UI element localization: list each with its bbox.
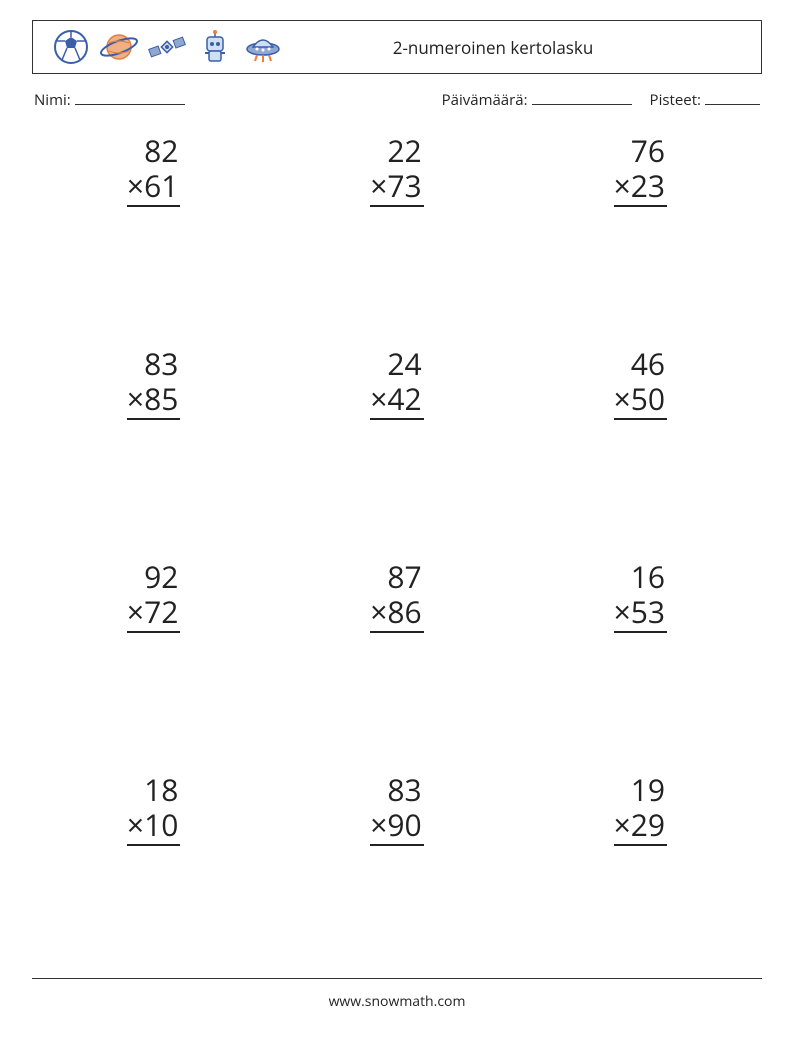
multiplier: 72 — [144, 591, 178, 632]
multiplicand: 24 — [370, 347, 423, 382]
multiplier: 86 — [387, 591, 421, 632]
multiplier-row: ×50 — [614, 382, 667, 421]
problem: 18×10 — [32, 773, 275, 846]
operator: × — [614, 804, 631, 845]
name-field: Nimi: — [34, 90, 185, 110]
multiplicand: 83 — [127, 347, 180, 382]
operator: × — [370, 165, 387, 206]
multiplier-row: ×10 — [127, 808, 180, 847]
multiplier: 50 — [631, 378, 665, 419]
multiplier-row: ×23 — [614, 169, 667, 208]
problem: 46×50 — [519, 347, 762, 420]
multiplier: 29 — [631, 804, 665, 845]
multiplicand: 76 — [614, 134, 667, 169]
operator: × — [127, 165, 144, 206]
planet-icon — [99, 27, 139, 67]
multiplicand: 22 — [370, 134, 423, 169]
operator: × — [370, 378, 387, 419]
operator: × — [370, 804, 387, 845]
multiplier: 90 — [387, 804, 421, 845]
problem: 24×42 — [275, 347, 518, 420]
operator: × — [127, 804, 144, 845]
multiplicand: 46 — [614, 347, 667, 382]
multiplier: 23 — [631, 165, 665, 206]
multiplicand: 83 — [370, 773, 423, 808]
date-score-group: Päivämäärä: Pisteet: — [442, 90, 760, 110]
problem: 16×53 — [519, 560, 762, 633]
multiplicand: 87 — [370, 560, 423, 595]
multiplier: 73 — [387, 165, 421, 206]
robot-icon — [195, 27, 235, 67]
problem-stack: 16×53 — [614, 560, 667, 633]
problem: 82×61 — [32, 134, 275, 207]
problem-stack: 46×50 — [614, 347, 667, 420]
problem: 87×86 — [275, 560, 518, 633]
date-label: Päivämäärä: — [442, 90, 528, 110]
problems-grid: 82×6122×7376×2383×8524×4246×5092×7287×86… — [32, 134, 762, 846]
multiplier-row: ×61 — [127, 169, 180, 208]
multiplier-row: ×73 — [370, 169, 423, 208]
problem: 19×29 — [519, 773, 762, 846]
problem-stack: 19×29 — [614, 773, 667, 846]
name-label: Nimi: — [34, 90, 71, 110]
soccer-ball-icon — [51, 27, 91, 67]
header-box: 2-numeroinen kertolasku — [32, 20, 762, 74]
multiplier-row: ×29 — [614, 808, 667, 847]
multiplier: 10 — [144, 804, 178, 845]
multiplier-row: ×86 — [370, 595, 423, 634]
multiplicand: 18 — [127, 773, 180, 808]
date-fill-line — [532, 90, 632, 105]
operator: × — [614, 591, 631, 632]
multiplier: 53 — [631, 591, 665, 632]
problem: 83×90 — [275, 773, 518, 846]
multiplier: 61 — [144, 165, 178, 206]
problem-stack: 24×42 — [370, 347, 423, 420]
problem: 22×73 — [275, 134, 518, 207]
score-fill-line — [705, 90, 760, 105]
operator: × — [370, 591, 387, 632]
satellite-icon — [147, 27, 187, 67]
multiplier-row: ×85 — [127, 382, 180, 421]
name-fill-line — [75, 90, 185, 105]
operator: × — [127, 591, 144, 632]
problem-stack: 76×23 — [614, 134, 667, 207]
score-label: Pisteet: — [650, 90, 701, 110]
footer-rule — [32, 978, 762, 979]
multiplier-row: ×72 — [127, 595, 180, 634]
problem: 83×85 — [32, 347, 275, 420]
multiplier-row: ×53 — [614, 595, 667, 634]
multiplicand: 92 — [127, 560, 180, 595]
multiplier-row: ×42 — [370, 382, 423, 421]
operator: × — [614, 165, 631, 206]
multiplicand: 82 — [127, 134, 180, 169]
worksheet-page: 2-numeroinen kertolasku Nimi: Päivämäärä… — [0, 0, 794, 1053]
multiplicand: 16 — [614, 560, 667, 595]
info-row: Nimi: Päivämäärä: Pisteet: — [32, 90, 762, 110]
problem-stack: 87×86 — [370, 560, 423, 633]
multiplier: 42 — [387, 378, 421, 419]
footer-text: www.snowmath.com — [0, 992, 794, 1011]
problem-stack: 22×73 — [370, 134, 423, 207]
worksheet-title: 2-numeroinen kertolasku — [243, 36, 743, 59]
operator: × — [614, 378, 631, 419]
multiplicand: 19 — [614, 773, 667, 808]
problem-stack: 18×10 — [127, 773, 180, 846]
problem-stack: 82×61 — [127, 134, 180, 207]
problem-stack: 92×72 — [127, 560, 180, 633]
multiplier: 85 — [144, 378, 178, 419]
multiplier-row: ×90 — [370, 808, 423, 847]
problem-stack: 83×85 — [127, 347, 180, 420]
problem-stack: 83×90 — [370, 773, 423, 846]
operator: × — [127, 378, 144, 419]
problem: 92×72 — [32, 560, 275, 633]
problem: 76×23 — [519, 134, 762, 207]
